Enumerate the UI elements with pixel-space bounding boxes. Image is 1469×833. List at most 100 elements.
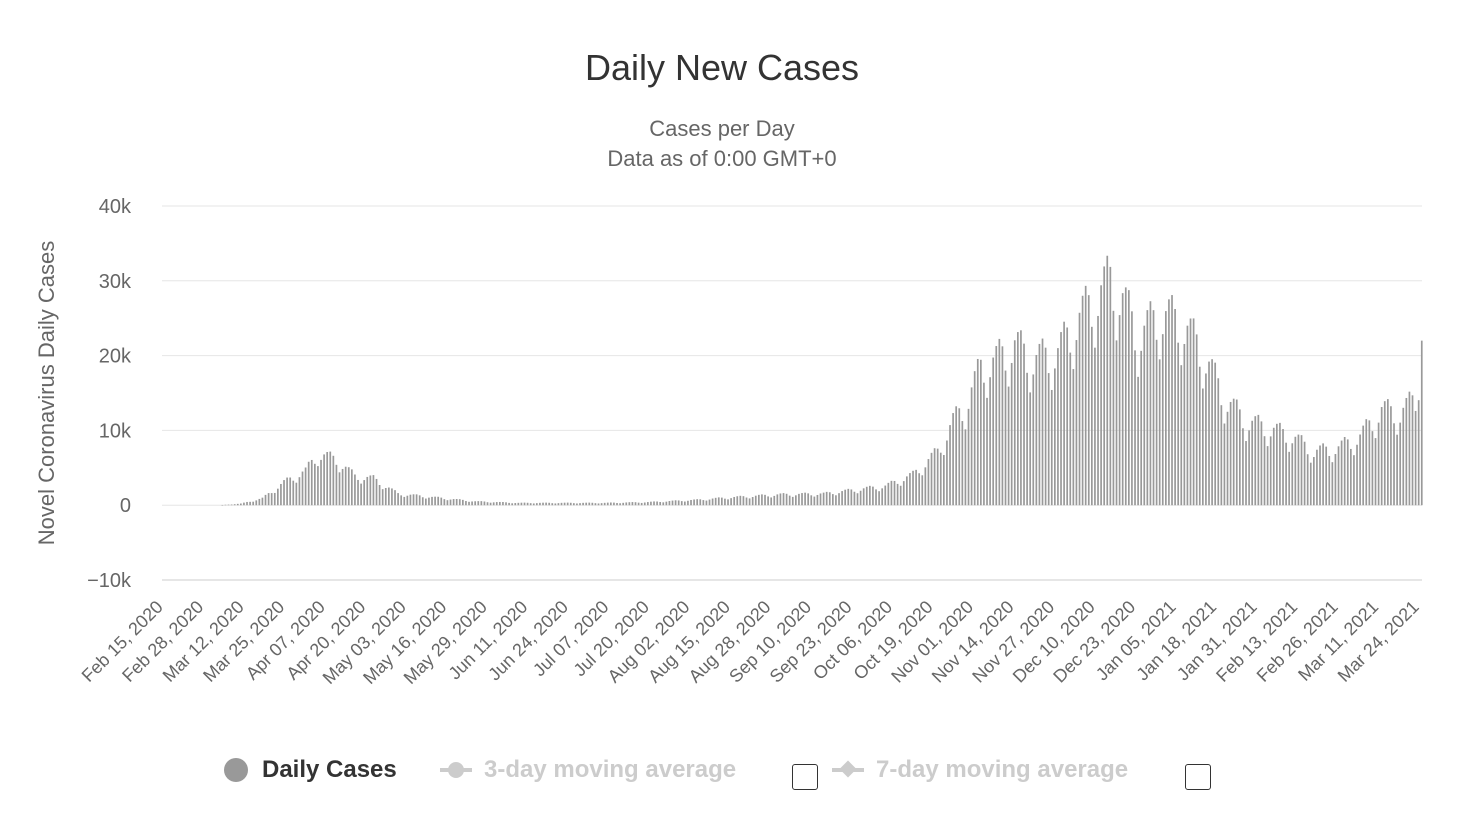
bar[interactable]	[610, 502, 612, 506]
bar[interactable]	[1399, 422, 1402, 506]
bar[interactable]	[745, 497, 748, 506]
bar[interactable]	[1010, 362, 1013, 506]
bar[interactable]	[1054, 368, 1056, 506]
bar[interactable]	[597, 503, 600, 506]
bar[interactable]	[1226, 411, 1229, 506]
bar[interactable]	[767, 496, 769, 506]
bar[interactable]	[859, 490, 862, 506]
bar[interactable]	[967, 408, 970, 506]
bar[interactable]	[307, 461, 310, 506]
bar[interactable]	[514, 503, 517, 506]
bar[interactable]	[1251, 420, 1254, 506]
bar[interactable]	[832, 494, 834, 506]
bar[interactable]	[1343, 437, 1346, 506]
bar[interactable]	[1306, 454, 1309, 506]
bar[interactable]	[1128, 290, 1130, 506]
bar[interactable]	[1057, 348, 1059, 506]
bar[interactable]	[446, 500, 449, 506]
bar[interactable]	[791, 496, 794, 506]
bar[interactable]	[1309, 462, 1312, 506]
bar[interactable]	[1155, 339, 1158, 506]
bar[interactable]	[798, 493, 800, 506]
bar[interactable]	[795, 495, 797, 506]
bar[interactable]	[1316, 449, 1318, 506]
bar[interactable]	[1020, 330, 1022, 506]
bar[interactable]	[890, 480, 893, 506]
bar[interactable]	[1177, 342, 1180, 506]
bar[interactable]	[1026, 372, 1028, 506]
bar[interactable]	[548, 502, 551, 506]
bar[interactable]	[1229, 401, 1232, 506]
bar[interactable]	[1325, 446, 1328, 506]
bar[interactable]	[690, 499, 692, 506]
bar[interactable]	[1106, 255, 1109, 506]
bar[interactable]	[1263, 436, 1266, 506]
bar[interactable]	[878, 491, 880, 506]
bar[interactable]	[1248, 430, 1250, 506]
bar[interactable]	[1001, 346, 1004, 506]
bar[interactable]	[1232, 398, 1235, 506]
bar[interactable]	[711, 498, 714, 506]
bar[interactable]	[1195, 334, 1198, 506]
bar[interactable]	[1047, 373, 1050, 506]
bar[interactable]	[523, 502, 526, 506]
bar[interactable]	[240, 503, 242, 506]
bar[interactable]	[721, 497, 723, 506]
bar[interactable]	[628, 502, 631, 506]
bar[interactable]	[1075, 340, 1078, 506]
bar[interactable]	[671, 500, 674, 506]
bar[interactable]	[930, 452, 933, 506]
bar[interactable]	[693, 499, 695, 506]
bar[interactable]	[742, 496, 745, 506]
bar[interactable]	[986, 397, 988, 506]
bar[interactable]	[881, 488, 884, 506]
bar[interactable]	[557, 503, 560, 506]
bar[interactable]	[680, 501, 683, 506]
bar[interactable]	[1254, 416, 1257, 506]
bar[interactable]	[443, 499, 446, 506]
bar[interactable]	[1353, 455, 1355, 506]
bar[interactable]	[1205, 373, 1207, 506]
bar[interactable]	[634, 502, 637, 506]
bar[interactable]	[526, 502, 529, 506]
bar[interactable]	[273, 492, 276, 506]
bar[interactable]	[421, 497, 424, 506]
bar[interactable]	[733, 496, 736, 506]
bar[interactable]	[452, 499, 455, 506]
bar[interactable]	[647, 502, 649, 506]
bar[interactable]	[289, 477, 292, 506]
bar[interactable]	[1402, 407, 1405, 506]
bar[interactable]	[1368, 420, 1371, 506]
bar[interactable]	[736, 496, 739, 506]
bar[interactable]	[976, 358, 979, 506]
bar[interactable]	[1396, 434, 1398, 506]
bar[interactable]	[1165, 311, 1167, 506]
bar[interactable]	[536, 503, 538, 506]
bar[interactable]	[480, 501, 483, 506]
bar[interactable]	[502, 502, 504, 506]
bar[interactable]	[936, 448, 939, 506]
bar[interactable]	[532, 503, 535, 506]
bar[interactable]	[656, 501, 658, 506]
bar[interactable]	[554, 503, 557, 506]
bar[interactable]	[1180, 365, 1183, 506]
bar[interactable]	[1297, 434, 1300, 506]
bar[interactable]	[828, 492, 831, 506]
bar[interactable]	[687, 500, 689, 506]
bar[interactable]	[779, 493, 782, 506]
bar[interactable]	[264, 494, 267, 506]
bar[interactable]	[372, 475, 375, 506]
bar[interactable]	[391, 488, 393, 506]
bar[interactable]	[989, 377, 991, 506]
bar[interactable]	[1377, 422, 1380, 506]
bar[interactable]	[437, 496, 440, 506]
bar[interactable]	[1276, 423, 1278, 506]
bar[interactable]	[1032, 374, 1035, 506]
bar[interactable]	[400, 495, 403, 506]
bar[interactable]	[699, 499, 702, 506]
bar[interactable]	[952, 413, 954, 506]
bar[interactable]	[529, 503, 532, 506]
bar[interactable]	[918, 473, 921, 506]
bar[interactable]	[412, 494, 415, 506]
bar[interactable]	[622, 502, 625, 506]
